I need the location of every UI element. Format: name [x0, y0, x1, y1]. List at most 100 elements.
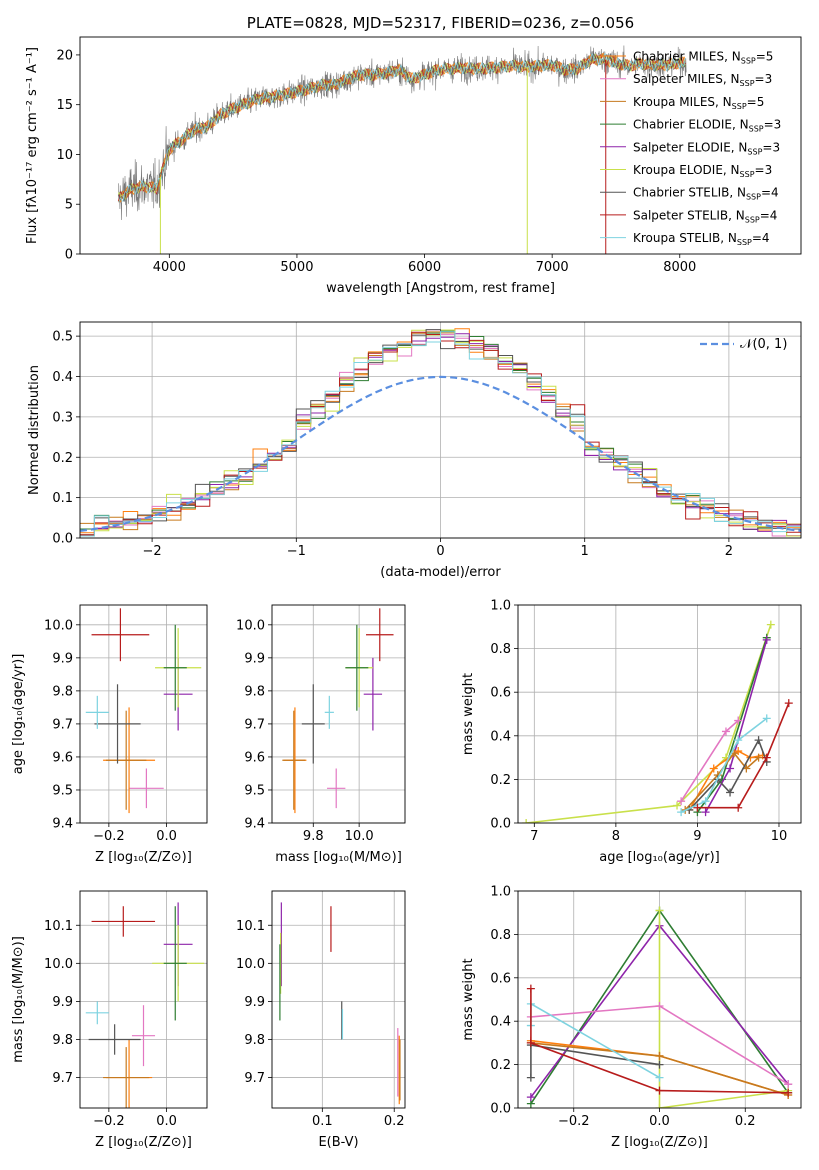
x-tick-label: 10 [771, 829, 788, 844]
y-tick-label: 0.4 [490, 1015, 511, 1030]
y-tick-label: 0.0 [52, 532, 73, 547]
x-axis-label: mass [log₁₀(M/M⊙)] [275, 850, 402, 865]
y-tick-label: 0.6 [490, 686, 511, 701]
series-marker [754, 753, 763, 762]
y-tick-label: 0.4 [52, 370, 73, 385]
plot-mass_vs_ebv: 0.1 0.2 9.7 9.8 9.9 10.0 10.1 E(B-V) [236, 890, 406, 1150]
x-tick-label: 0.1 [312, 1114, 333, 1129]
errorbar-point [301, 684, 325, 764]
series-marker [734, 736, 743, 745]
y-tick-label: 10.1 [236, 919, 265, 934]
y-tick-label: 0.4 [490, 729, 511, 744]
plot-area-age_vs_mass [282, 608, 394, 814]
legend-entry: Chabrier ELODIE, NSSP=3 [633, 118, 781, 134]
series-marker [655, 1073, 664, 1082]
y-tick-label: 0.1 [52, 491, 73, 506]
series-marker [754, 736, 763, 745]
axes-frame [79, 604, 208, 824]
series-marker [677, 797, 686, 806]
y-tick-label: 10.0 [236, 957, 265, 972]
x-axis-label: Z [log₁₀(Z/Z⊙)] [95, 850, 192, 865]
errorbar-point [88, 1024, 141, 1055]
axes-frame [271, 890, 406, 1109]
series-marker [673, 801, 682, 810]
axes-frame [271, 604, 406, 824]
y-tick-label: 0.2 [490, 1058, 511, 1073]
plot-area-spectrum [117, 45, 687, 254]
legend-entry: Salpeter ELODIE, NSSP=3 [633, 140, 780, 156]
x-tick-label: 0.0 [156, 1114, 177, 1129]
x-tick-label: 6000 [408, 260, 441, 275]
y-tick-label: 9.8 [244, 684, 265, 699]
errorbar-point [103, 1047, 150, 1108]
x-tick-label: 8 [612, 829, 620, 844]
x-axis-label: wavelength [Angstrom, rest frame] [326, 281, 555, 296]
series-marker [762, 714, 771, 723]
y-tick-label: 0.8 [490, 928, 511, 943]
plot-mass_vs_Z: −0.2 0.0 9.7 9.8 9.9 10.0 10.1 Z [log₁₀(Z/Z⊙)] m… [11, 890, 208, 1150]
plot-area-mass_vs_ebv [279, 902, 401, 1105]
errorbar-point [366, 608, 394, 662]
series-marker [784, 1088, 793, 1097]
errorbar-point [85, 695, 109, 729]
y-tick-label: 9.6 [52, 750, 73, 765]
y-tick-label: 9.4 [52, 817, 73, 832]
y-tick-label: 0.8 [490, 642, 511, 657]
plot-area-weight_vs_age [522, 620, 793, 823]
x-tick-label: 0.2 [384, 1114, 405, 1129]
y-axis-label: mass weight [461, 958, 476, 1040]
y-tick-label: 5 [65, 198, 73, 213]
errorbar-point [91, 608, 150, 662]
series-marker [766, 620, 775, 629]
normal-curve [80, 375, 801, 532]
y-tick-label: 1.0 [490, 599, 511, 614]
x-tick-label: 0.0 [649, 1114, 670, 1129]
series-marker [734, 747, 743, 756]
x-tick-label: 0.0 [156, 829, 177, 844]
x-tick-label: 4000 [153, 260, 186, 275]
x-axis-label: Z [log₁₀(Z/Z⊙)] [95, 1135, 192, 1150]
legend-entry: Chabrier MILES, NSSP=5 [633, 50, 773, 66]
y-tick-label: 9.7 [52, 717, 73, 732]
x-tick-label: 7000 [536, 260, 569, 275]
plot-area-age_vs_Z [85, 608, 202, 814]
y-tick-label: 9.7 [244, 1071, 265, 1086]
y-tick-label: 0.6 [490, 971, 511, 986]
series-marker [693, 803, 702, 812]
y-tick-label: 9.7 [244, 717, 265, 732]
legend-entry: Kroupa STELIB, NSSP=4 [633, 231, 770, 247]
y-tick-label: 10 [56, 148, 73, 163]
x-tick-label: 2 [725, 544, 733, 559]
legend-entry: 𝒩(0, 1) [740, 337, 787, 352]
legend-entry: Chabrier STELIB, NSSP=4 [633, 186, 779, 202]
series-marker [655, 1060, 664, 1069]
y-tick-label: 9.8 [52, 684, 73, 699]
series-marker [784, 699, 793, 708]
axes-frame [517, 890, 802, 1109]
x-tick-label: −0.2 [93, 829, 125, 844]
observed-spectrum [118, 45, 687, 221]
plot-weight_vs_age: 7 8 9 10 0.0 0.2 0.4 0.6 0.8 1.0 age [log₁₀(age/yr… [461, 599, 802, 865]
series-marker [734, 803, 743, 812]
legend-entry: Salpeter STELIB, NSSP=4 [633, 208, 777, 224]
legend-entry: Kroupa ELODIE, NSSP=3 [633, 163, 772, 179]
y-tick-label: 9.4 [244, 817, 265, 832]
y-axis-label: mass [log₁₀(M/M⊙)] [11, 936, 26, 1063]
series-marker [701, 797, 710, 806]
errorbar-point [131, 1005, 156, 1067]
series-marker [526, 1073, 535, 1082]
series-marker [655, 1086, 664, 1095]
series-marker [734, 716, 743, 725]
errorbar-point [94, 684, 141, 764]
y-tick-label: 10.0 [236, 618, 265, 633]
y-tick-label: 9.6 [244, 750, 265, 765]
x-tick-label: 8000 [663, 260, 696, 275]
series-line [526, 624, 772, 823]
x-tick-label: 9.8 [303, 829, 324, 844]
x-tick-label: 9 [693, 829, 701, 844]
y-tick-label: 0.0 [490, 817, 511, 832]
y-axis-label: Normed distribution [27, 365, 42, 495]
errorbar-point [85, 1001, 109, 1025]
series-marker [655, 1051, 664, 1060]
